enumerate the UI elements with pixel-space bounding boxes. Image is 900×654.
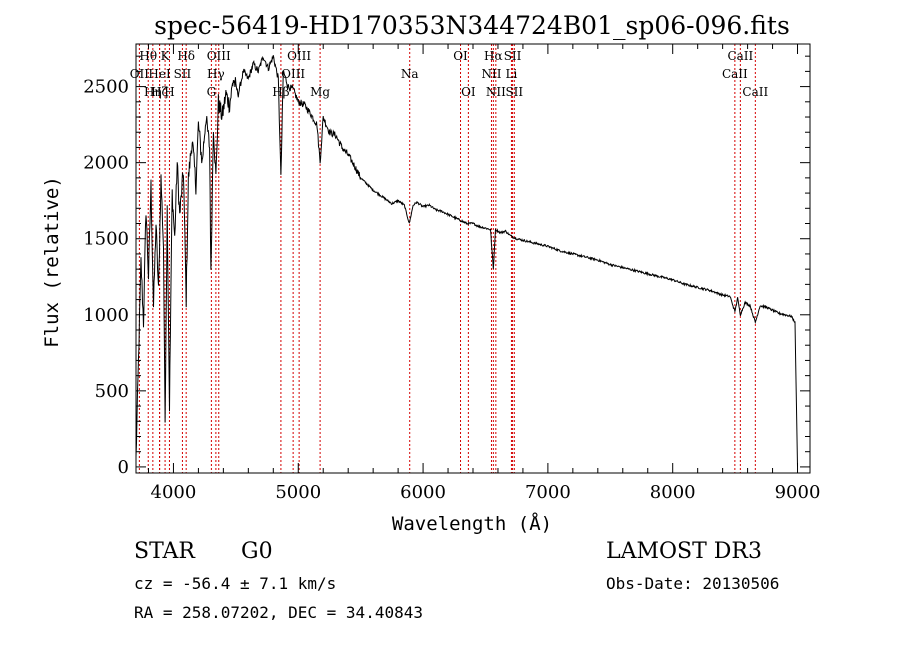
line-label: Hθ <box>139 49 157 63</box>
line-label: Hβ <box>272 85 289 99</box>
survey-name: LAMOST DR3 <box>606 539 762 564</box>
y-tick-label: 500 <box>95 381 129 402</box>
y-tick-label: 2000 <box>83 153 129 174</box>
plot-area <box>135 55 798 467</box>
emission-line-markers <box>138 44 756 473</box>
redshift-velocity: cz = -56.4 ± 7.1 km/s <box>134 574 337 593</box>
line-label: NII <box>481 67 501 81</box>
y-axis-ticks: 0 500 1000 1500 2000 2500 <box>83 55 810 478</box>
x-tick-label: 5000 <box>275 482 321 503</box>
line-label: CaII <box>742 85 768 99</box>
observation-date: Obs-Date: 20130506 <box>606 574 780 593</box>
line-label: OII <box>130 67 150 81</box>
line-label: OIII <box>207 49 231 63</box>
x-tick-label: 6000 <box>400 482 446 503</box>
x-axis-ticks: 4000 5000 6000 7000 8000 9000 <box>147 44 821 503</box>
plot-frame <box>135 43 811 474</box>
line-label: Hα <box>484 49 503 63</box>
y-tick-label: 2500 <box>83 77 129 98</box>
line-label: Hη <box>144 85 162 99</box>
y-tick-label: 0 <box>118 457 129 478</box>
line-label: CaII <box>722 67 748 81</box>
x-tick-label: 7000 <box>525 482 571 503</box>
line-label: SII <box>174 67 192 81</box>
object-class: STAR <box>134 539 195 564</box>
line-annotations: Hθ OII Hη K HeI HζH Hδ SII OIII Hγ G OIII OIII Hβ Mg Na… <box>130 49 769 99</box>
line-label: NII <box>486 85 506 99</box>
line-label: Li <box>506 67 518 81</box>
spectral-subclass: G0 <box>241 539 273 564</box>
line-label: OI <box>461 85 476 99</box>
line-label: Hγ <box>207 67 225 81</box>
line-label: OIII <box>287 49 311 63</box>
line-label: G <box>207 85 217 99</box>
line-label: HeI <box>148 67 171 81</box>
x-tick-label: 8000 <box>650 482 696 503</box>
y-tick-label: 1000 <box>83 305 129 326</box>
coordinates: RA = 258.07202, DEC = 34.40843 <box>134 603 423 622</box>
line-label: H <box>164 85 174 99</box>
line-label: Hδ <box>177 49 195 63</box>
spectrum-line <box>135 55 798 467</box>
line-label: SII <box>504 49 522 63</box>
chart-title: spec-56419-HD170353N344724B01_sp06-096.f… <box>154 11 790 40</box>
line-label: K <box>161 49 171 63</box>
x-tick-label: 9000 <box>775 482 821 503</box>
y-axis-label: Flux (relative) <box>41 176 63 348</box>
y-tick-label: 1500 <box>83 229 129 250</box>
x-tick-label: 4000 <box>151 482 197 503</box>
line-label: SII <box>505 85 523 99</box>
line-label: OIII <box>281 67 305 81</box>
x-axis-label: Wavelength (Å) <box>392 512 552 535</box>
line-label: Mg <box>310 85 330 99</box>
line-label: Na <box>401 67 419 81</box>
line-label: OI <box>453 49 468 63</box>
line-label: Hζ <box>151 85 168 99</box>
line-label: CaII <box>727 49 753 63</box>
